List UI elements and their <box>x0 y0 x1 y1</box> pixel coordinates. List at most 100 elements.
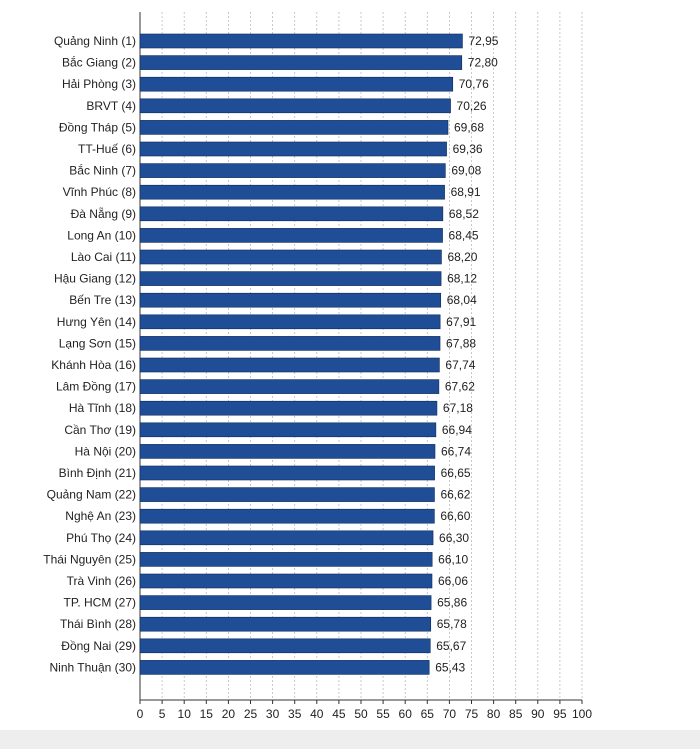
category-label: Bình Định (21) <box>59 466 136 480</box>
x-tick-label: 25 <box>244 707 258 721</box>
x-tick-label: 95 <box>553 707 567 721</box>
x-tick-label: 90 <box>531 707 545 721</box>
bar <box>139 616 432 632</box>
category-label: Phú Thọ (24) <box>66 531 136 545</box>
category-label: TT-Huế (6) <box>78 142 136 156</box>
bar <box>139 530 434 546</box>
value-label: 72,80 <box>468 56 498 70</box>
value-label: 69,68 <box>454 120 484 134</box>
category-label: Đồng Nai (29) <box>61 639 136 653</box>
bar <box>139 206 444 222</box>
x-tick-label: 5 <box>159 707 166 721</box>
category-label: Nghệ An (23) <box>65 509 136 523</box>
value-label: 67,62 <box>445 380 475 394</box>
bar <box>139 249 442 265</box>
category-label: Hà Tĩnh (18) <box>69 401 136 415</box>
x-tick-label: 20 <box>222 707 236 721</box>
bar <box>139 336 441 351</box>
value-label: 68,20 <box>447 250 477 264</box>
x-tick-label: 65 <box>421 707 435 721</box>
bar <box>139 660 430 675</box>
bar <box>139 508 435 524</box>
x-tick-label: 0 <box>137 707 144 721</box>
category-label: Hà Nội (20) <box>75 444 136 458</box>
category-label: Bắc Ninh (7) <box>69 163 136 178</box>
value-label: 67,91 <box>446 315 476 329</box>
category-label: Lâm Đồng (17) <box>56 380 136 394</box>
value-label: 68,45 <box>449 228 479 242</box>
bar <box>139 292 442 308</box>
bar <box>139 573 433 589</box>
value-label: 68,04 <box>447 293 477 307</box>
chart-container: 0 5 10 15 20 25 30 35 40 45 50 55 60 65 70 75 80 85 90 95 10… <box>43 12 593 721</box>
bar <box>139 55 463 70</box>
value-label: 70,76 <box>459 77 489 91</box>
category-label: Quảng Nam (22) <box>47 488 136 502</box>
category-label: Quảng Ninh (1) <box>54 34 136 48</box>
bar <box>139 400 438 416</box>
value-label: 65,43 <box>435 660 465 674</box>
bar <box>139 422 437 438</box>
bar <box>139 33 463 49</box>
category-label: Khánh Hòa (16) <box>51 358 136 372</box>
category-label: Bến Tre (13) <box>69 293 136 307</box>
category-label: Hải Phòng (3) <box>62 77 136 91</box>
bars: Quảng Ninh (1) 72,95 Bắc Giang (2) 72,80 Hải… <box>43 33 499 675</box>
x-tick-label: 40 <box>310 707 324 721</box>
value-label: 68,91 <box>451 185 481 199</box>
x-tick-label: 60 <box>399 707 413 721</box>
category-label: TP. HCM (27) <box>64 596 136 610</box>
bar <box>139 595 432 610</box>
value-label: 66,60 <box>440 509 470 523</box>
category-label: Lạng Sơn (15) <box>59 336 136 350</box>
bar <box>139 379 440 394</box>
category-label: Trà Vinh (26) <box>67 574 136 588</box>
category-label: Bắc Giang (2) <box>62 55 136 70</box>
x-tick-label: 80 <box>487 707 501 721</box>
bar <box>139 271 442 286</box>
bar <box>139 444 436 459</box>
value-label: 66,94 <box>442 423 472 437</box>
x-tick-label: 30 <box>266 707 280 721</box>
category-label: Đà Nẵng (9) <box>71 206 136 221</box>
value-label: 70,26 <box>457 99 487 113</box>
value-label: 65,67 <box>436 639 466 653</box>
value-label: 66,30 <box>439 531 469 545</box>
x-tick-label: 15 <box>200 707 214 721</box>
bar <box>139 141 447 157</box>
value-label: 66,62 <box>440 488 470 502</box>
bar <box>139 638 431 654</box>
category-label: Thái Bình (28) <box>60 617 136 631</box>
value-label: 66,74 <box>441 444 471 458</box>
value-label: 68,12 <box>447 272 477 286</box>
x-tick-label: 10 <box>178 707 192 721</box>
bar <box>139 465 435 481</box>
value-label: 66,06 <box>438 574 468 588</box>
bottom-strip <box>0 730 700 749</box>
category-label: Cần Thơ (19) <box>64 423 136 437</box>
bar <box>139 357 440 373</box>
category-label: Hưng Yên (14) <box>57 315 136 329</box>
category-label: Lào Cai (11) <box>71 250 136 264</box>
value-label: 69,08 <box>451 164 481 178</box>
x-tick-label: 55 <box>376 707 390 721</box>
bar <box>139 184 445 200</box>
bar <box>139 120 449 135</box>
bar <box>139 487 435 502</box>
value-label: 68,52 <box>449 207 479 221</box>
category-label: Vĩnh Phúc (8) <box>63 185 136 199</box>
bar <box>139 552 433 567</box>
x-tick-label: 70 <box>443 707 457 721</box>
value-label: 66,65 <box>441 466 471 480</box>
value-label: 65,86 <box>437 596 467 610</box>
category-label: Thái Nguyên (25) <box>43 552 136 566</box>
value-label: 65,78 <box>437 617 467 631</box>
x-tick-label: 50 <box>354 707 368 721</box>
x-tick-label: 85 <box>509 707 523 721</box>
category-label: Hậu Giang (12) <box>54 272 136 286</box>
bar <box>139 163 446 178</box>
x-tick-label: 75 <box>465 707 479 721</box>
category-label: Đồng Tháp (5) <box>59 120 136 134</box>
bar <box>139 76 454 92</box>
value-label: 66,10 <box>438 552 468 566</box>
